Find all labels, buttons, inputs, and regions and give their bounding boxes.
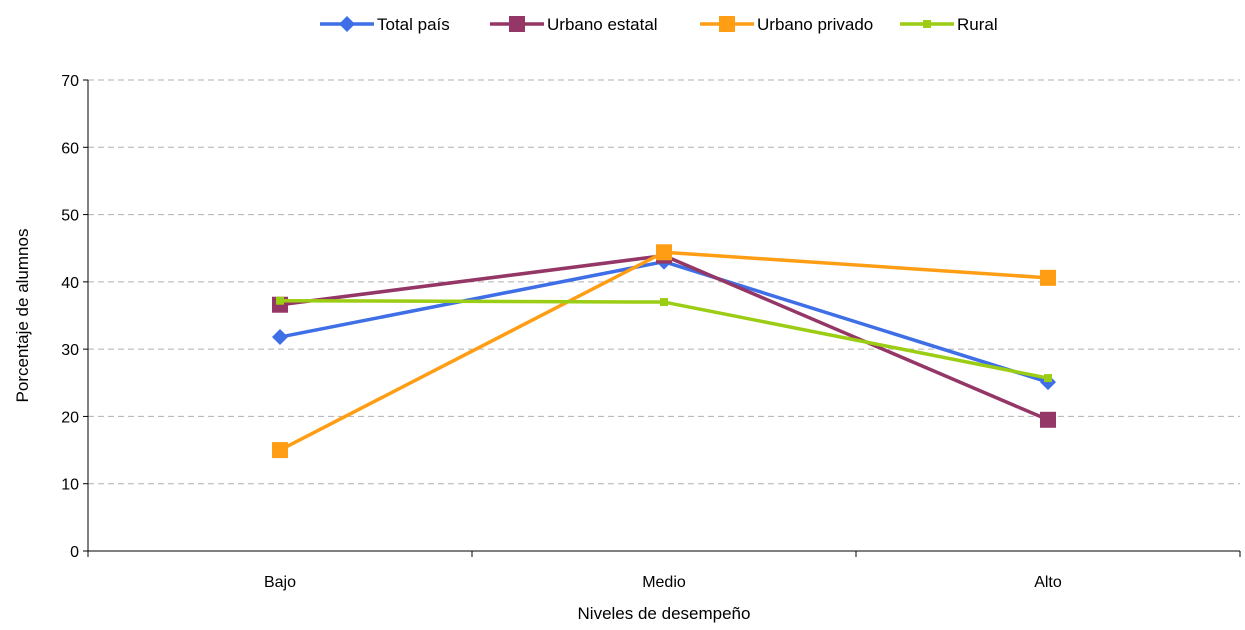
legend-item-total-pais: Total país <box>320 15 450 34</box>
legend-item-rural: Rural <box>900 15 998 34</box>
y-tick-label: 10 <box>61 477 79 494</box>
y-tick-label: 20 <box>61 409 79 426</box>
legend-label: Total país <box>377 15 450 34</box>
y-axis-title: Porcentaje de alumnos <box>13 229 32 403</box>
axes <box>87 80 1240 552</box>
series-total-pais <box>272 253 1056 391</box>
y-tick-label: 50 <box>61 208 79 225</box>
x-axis-ticks: Bajo Medio Alto <box>87 551 1241 591</box>
data-point-urbano-privado <box>1040 269 1056 286</box>
legend-marker <box>339 16 355 32</box>
x-tick-label: Medio <box>642 574 686 591</box>
legend-marker <box>923 20 931 28</box>
series-urbano-estatal <box>272 247 1056 428</box>
series-rural <box>276 296 1052 383</box>
series-line-rural <box>279 298 1049 380</box>
data-point-urbano-privado <box>272 442 288 459</box>
legend-label: Urbano estatal <box>547 15 658 34</box>
x-tick-label: Bajo <box>264 574 296 591</box>
data-point-rural <box>660 298 668 307</box>
legend-item-urbano-privado: Urbano privado <box>700 15 873 34</box>
legend-label: Urbano privado <box>757 15 873 34</box>
series-group <box>272 244 1056 459</box>
y-tick-label: 60 <box>61 140 79 157</box>
series-urbano-privado <box>272 244 1056 459</box>
x-axis-title: Niveles de desempeño <box>578 604 751 623</box>
data-point-rural <box>276 296 284 305</box>
legend-marker <box>719 16 735 32</box>
y-axis-ticks: 0 10 20 30 40 50 60 70 <box>61 73 88 561</box>
gridlines <box>88 79 1240 485</box>
y-tick-label: 40 <box>61 275 79 292</box>
data-point-urbano-estatal <box>1040 411 1056 428</box>
legend: Total país Urbano estatal Urbano privado Ru… <box>320 15 998 34</box>
x-tick-label: Alto <box>1034 574 1062 591</box>
y-tick-label: 30 <box>61 342 79 359</box>
y-tick-label: 70 <box>61 73 79 90</box>
legend-item-urbano-estatal: Urbano estatal <box>490 15 658 34</box>
legend-marker <box>509 16 525 32</box>
data-point-rural <box>1044 374 1052 383</box>
series-line-total-pais <box>279 259 1049 384</box>
y-tick-label: 0 <box>70 544 79 561</box>
series-line-urbano-estatal <box>279 253 1049 422</box>
data-point-total-pais <box>272 329 288 346</box>
data-point-urbano-privado <box>656 244 672 261</box>
legend-label: Rural <box>957 15 998 34</box>
